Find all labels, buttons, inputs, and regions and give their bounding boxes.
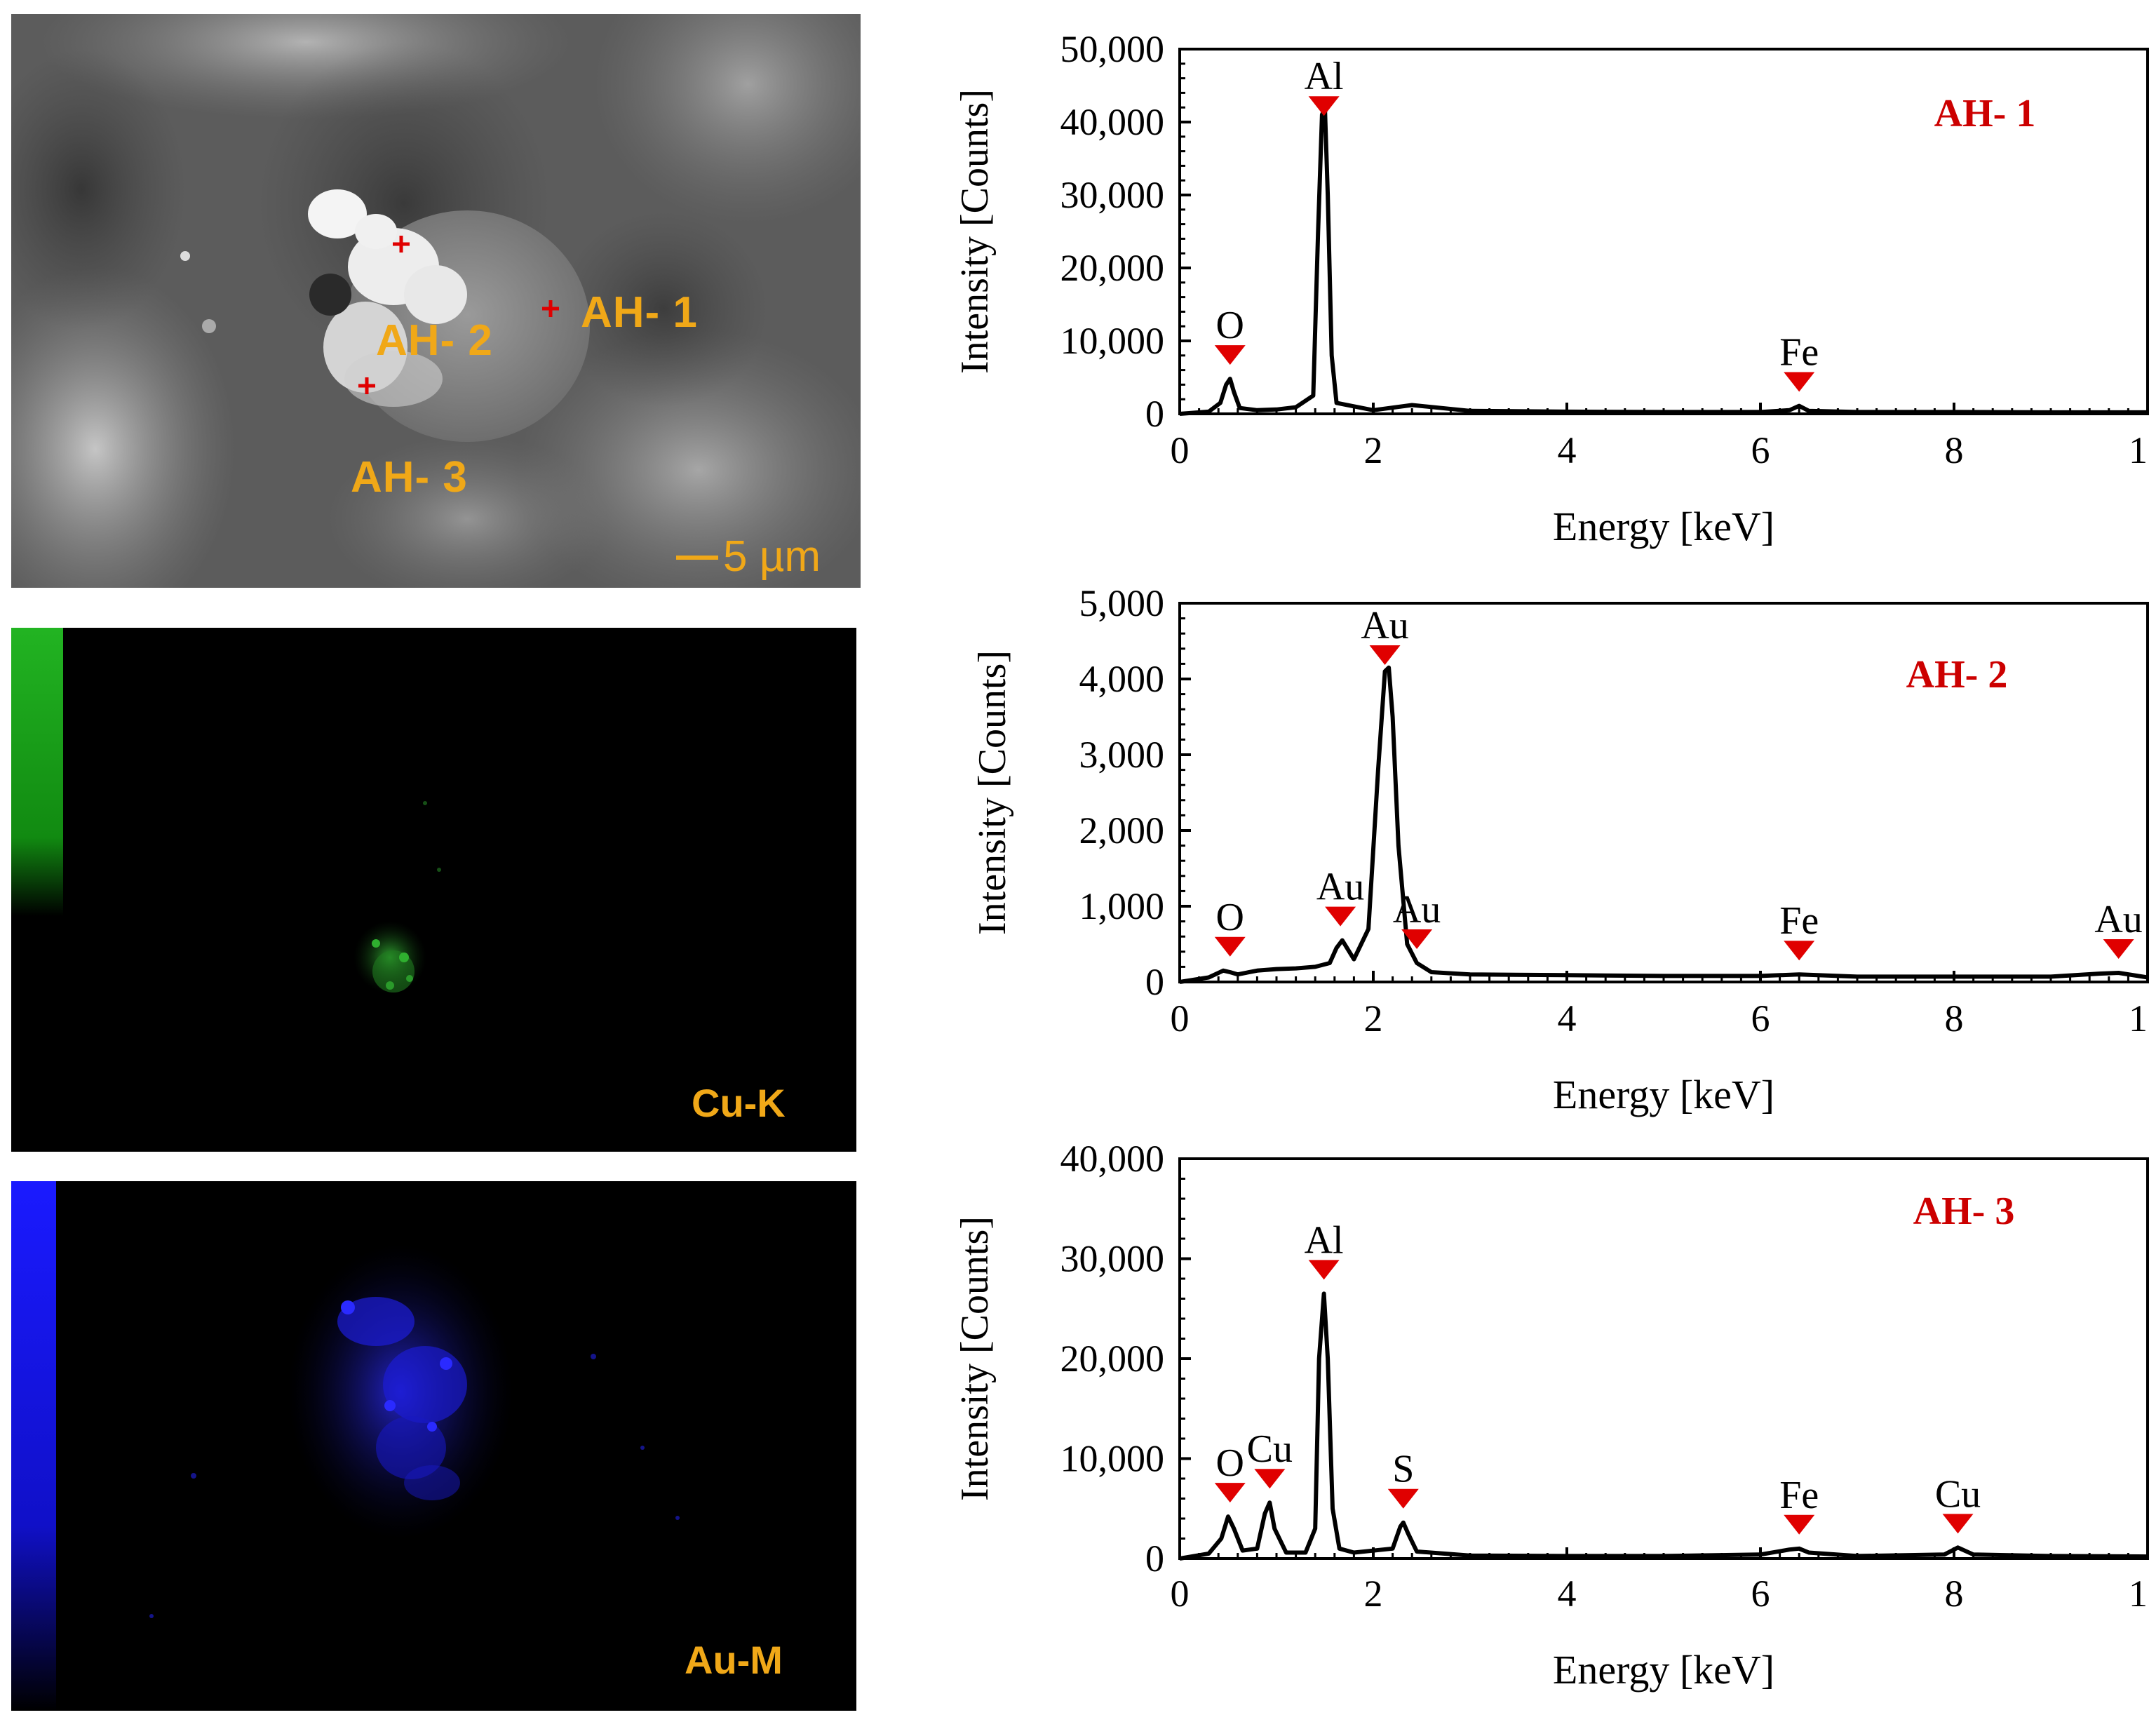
au-m-map-panel: Au-M — [11, 1181, 856, 1711]
y-tick-label: 4,000 — [1079, 658, 1165, 700]
peak-label: Fe — [1779, 331, 1819, 375]
scale-bar — [676, 556, 718, 560]
peak-label: Cu — [1247, 1427, 1293, 1471]
chart-title: AH- 2 — [1906, 653, 2008, 697]
x-tick-label: 0 — [1171, 429, 1190, 471]
au-m-map-label: Au-M — [685, 1638, 783, 1682]
x-tick-label: 10 — [2129, 429, 2149, 471]
y-axis-label: Intensity [Counts] — [953, 1216, 997, 1501]
x-tick-label: 6 — [1751, 997, 1770, 1039]
y-tick-label: 50,000 — [1060, 28, 1165, 70]
peak-label: Al — [1305, 55, 1344, 98]
chart-title: AH- 3 — [1913, 1190, 2015, 1233]
cu-k-map — [11, 628, 856, 1152]
sem-point-label-1: AH- 1 — [581, 288, 698, 337]
peak-marker — [1784, 941, 1815, 961]
y-tick-label: 20,000 — [1060, 1338, 1165, 1380]
sem-point-label-3: AH- 3 — [351, 453, 468, 502]
x-tick-label: 4 — [1558, 997, 1577, 1039]
x-tick-label: 10 — [2129, 1573, 2149, 1615]
peak-label: Al — [1305, 1218, 1344, 1262]
chart-title: AH- 1 — [1934, 92, 2036, 135]
eds-spectrum-ah3: 0 10,000 20,000 30,000 40,000 0 2 4 6 8 10 Energy [… — [953, 1138, 2149, 1693]
peak-marker — [1784, 372, 1815, 392]
peak-label: O — [1216, 304, 1244, 347]
peak-label: S — [1392, 1448, 1414, 1491]
x-tick-label: 0 — [1171, 997, 1190, 1039]
peak-label: Cu — [1935, 1472, 1981, 1516]
x-tick-label: 2 — [1364, 429, 1383, 471]
cu-k-map-label: Cu-K — [692, 1081, 786, 1125]
peak-label: O — [1216, 896, 1244, 939]
spectrum-line — [1179, 665, 2148, 984]
peak-marker — [1214, 345, 1246, 365]
eds-spectrum-ah1: 0 10,000 20,000 30,000 40,000 50,000 0 2 4 6 8 10 En… — [953, 28, 2149, 549]
y-axis-label: Intensity [Counts] — [971, 650, 1014, 935]
x-tick-label: 6 — [1751, 1573, 1770, 1615]
x-tick-label: 0 — [1171, 1573, 1190, 1615]
sem-image-panel: AH- 1 AH- 2 AH- 3 5 µm — [11, 14, 861, 588]
cu-k-map-panel: Cu-K — [11, 628, 856, 1152]
peak-marker — [1325, 906, 1356, 927]
x-axis-label: Energy [keV] — [1553, 1647, 1774, 1693]
x-axis-label: Energy [keV] — [1553, 504, 1774, 549]
cu-intensity-scale — [11, 628, 63, 1152]
y-tick-label: 30,000 — [1060, 1238, 1165, 1280]
y-axis-label: Intensity [Counts] — [953, 89, 997, 374]
y-tick-label: 2,000 — [1079, 809, 1165, 852]
peak-marker — [1369, 645, 1401, 665]
scale-bar-label: 5 µm — [723, 532, 821, 581]
y-tick-label: 5,000 — [1079, 582, 1165, 624]
peak-marker — [1308, 1260, 1340, 1280]
peak-marker — [1254, 1469, 1286, 1489]
peak-label: Au — [1393, 888, 1441, 931]
peak-marker — [1401, 929, 1433, 949]
x-tick-label: 8 — [1945, 429, 1964, 471]
y-tick-label: 20,000 — [1060, 247, 1165, 289]
y-tick-label: 40,000 — [1060, 1138, 1165, 1180]
y-tick-label: 30,000 — [1060, 174, 1165, 216]
peak-label: O — [1216, 1441, 1244, 1485]
peak-label: Au — [2094, 898, 2142, 941]
au-intensity-scale — [11, 1181, 56, 1711]
spectrum-line — [1179, 105, 2148, 416]
spectrum-line — [1179, 1291, 2148, 1561]
x-tick-label: 10 — [2129, 997, 2149, 1039]
peak-marker — [2103, 939, 2134, 960]
au-m-map — [11, 1181, 856, 1711]
x-axis-label: Energy [keV] — [1553, 1072, 1774, 1117]
x-tick-label: 2 — [1364, 997, 1383, 1039]
x-tick-label: 8 — [1945, 1573, 1964, 1615]
y-tick-label: 3,000 — [1079, 734, 1165, 776]
x-tick-label: 8 — [1945, 997, 1964, 1039]
peak-marker — [1308, 96, 1340, 116]
peak-marker — [1942, 1514, 1974, 1534]
y-tick-label: 0 — [1145, 961, 1164, 1003]
sem-point-label-2: AH- 2 — [376, 316, 493, 365]
x-tick-label: 2 — [1364, 1573, 1383, 1615]
eds-spectrum-ah2: 0 1,000 2,000 3,000 4,000 5,000 0 2 4 6 8 10 Energy … — [971, 582, 2149, 1117]
x-tick-label: 4 — [1558, 429, 1577, 471]
x-tick-label: 4 — [1558, 1573, 1577, 1615]
y-tick-label: 0 — [1145, 1537, 1164, 1580]
y-tick-label: 1,000 — [1079, 885, 1165, 927]
peak-marker — [1387, 1488, 1419, 1509]
y-tick-label: 10,000 — [1060, 320, 1165, 362]
sem-point-markers — [358, 236, 559, 394]
peak-label: Fe — [1779, 899, 1819, 943]
peak-marker — [1214, 1483, 1246, 1503]
peak-marker — [1784, 1514, 1815, 1535]
y-tick-label: 40,000 — [1060, 101, 1165, 143]
peak-marker — [1214, 936, 1246, 957]
peak-label: Au — [1316, 866, 1364, 909]
y-tick-label: 10,000 — [1060, 1438, 1165, 1480]
x-tick-label: 6 — [1751, 429, 1770, 471]
sem-micrograph — [11, 14, 861, 588]
peak-label: Fe — [1779, 1474, 1819, 1517]
peak-label: Au — [1361, 604, 1408, 647]
y-tick-label: 0 — [1145, 393, 1164, 435]
